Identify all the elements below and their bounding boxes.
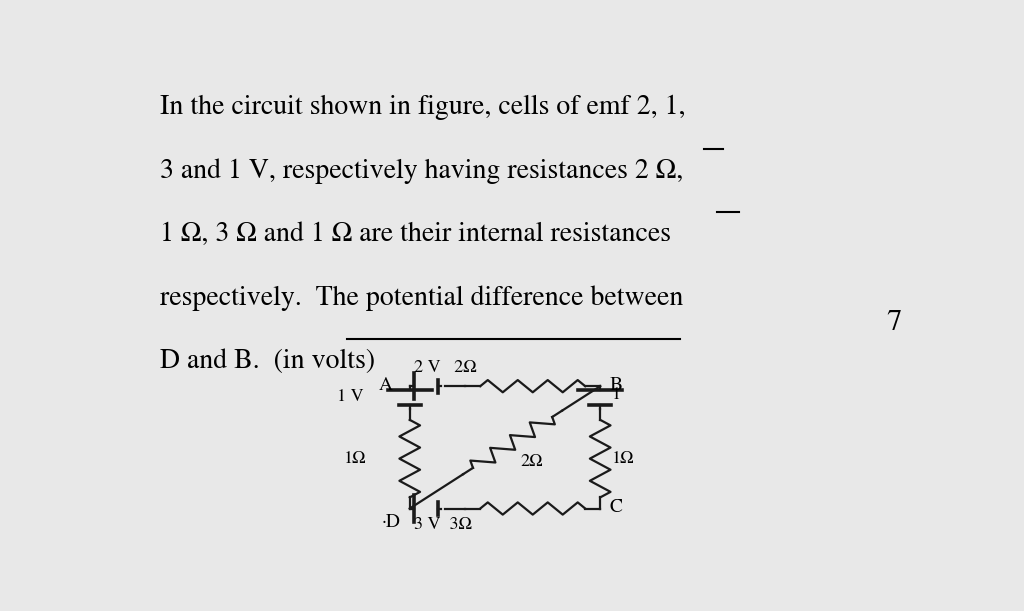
Text: A: A xyxy=(378,376,392,394)
Text: 3 and 1 V, respectively having resistances 2 Ω,: 3 and 1 V, respectively having resistanc… xyxy=(160,158,683,184)
Text: In the circuit shown in figure, cells of emf 2, 1,: In the circuit shown in figure, cells of… xyxy=(160,95,685,120)
Text: 2Ω: 2Ω xyxy=(521,455,544,470)
Text: B: B xyxy=(609,376,623,394)
Text: 3 V  3Ω: 3 V 3Ω xyxy=(414,517,472,533)
Text: D and B.  (in volts): D and B. (in volts) xyxy=(160,348,375,374)
Text: 2 V   2Ω: 2 V 2Ω xyxy=(414,360,476,376)
Text: 7: 7 xyxy=(886,309,901,337)
Text: 1: 1 xyxy=(612,387,622,403)
Text: C: C xyxy=(609,499,623,516)
Text: 1Ω: 1Ω xyxy=(344,451,367,467)
Text: 1Ω: 1Ω xyxy=(612,451,635,467)
Text: 1 Ω, 3 Ω and 1 Ω are their internal resistances: 1 Ω, 3 Ω and 1 Ω are their internal resi… xyxy=(160,222,671,247)
Text: respectively.  The potential difference between: respectively. The potential difference b… xyxy=(160,285,683,311)
Text: 1 V: 1 V xyxy=(337,389,364,406)
Text: ·D: ·D xyxy=(382,514,401,532)
